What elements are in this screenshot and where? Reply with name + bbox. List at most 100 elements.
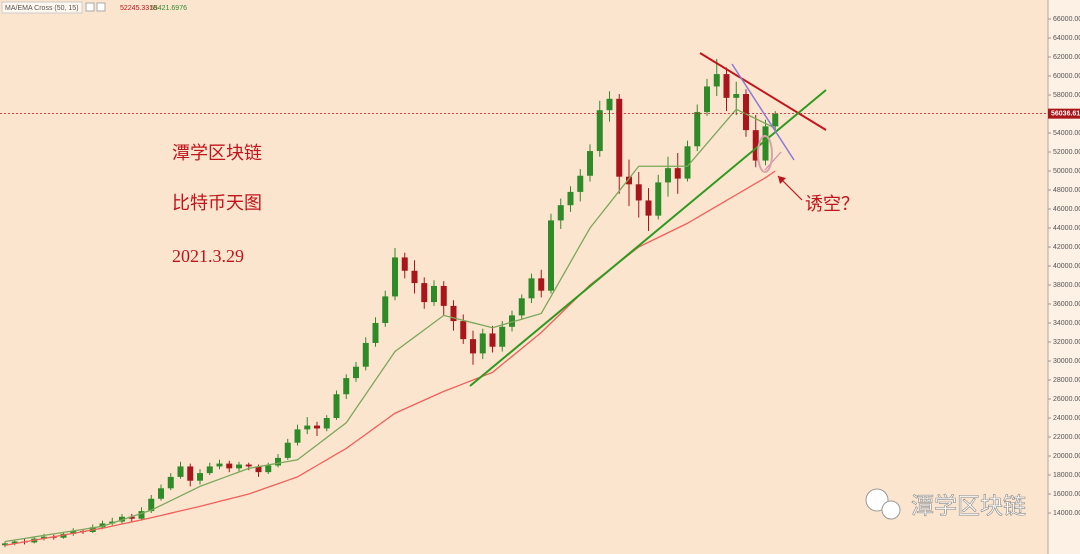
- candle-body: [577, 175, 584, 192]
- candle-body: [479, 333, 486, 354]
- candle-body: [733, 94, 740, 98]
- candle-body: [304, 425, 311, 430]
- y-tick-label: 64000.00: [1053, 35, 1080, 42]
- y-tick-label: 58000.00: [1053, 92, 1080, 99]
- indicator-line: [4, 170, 776, 546]
- indicator-value: 52245.3318: [120, 5, 157, 12]
- y-tick-label: 52000.00: [1053, 149, 1080, 156]
- candle-body: [401, 257, 408, 271]
- highlight: [757, 135, 773, 173]
- trend-line: [469, 89, 827, 387]
- candle-body: [587, 151, 593, 176]
- candle-body: [197, 473, 203, 481]
- candle-body: [674, 168, 681, 179]
- candle-body: [557, 205, 564, 221]
- indicator-line: [4, 108, 776, 543]
- candle-body: [431, 285, 437, 303]
- candle-body: [255, 466, 262, 473]
- note: 2021.3.29: [172, 246, 244, 266]
- candle-body: [421, 283, 428, 303]
- arrow-head: [778, 176, 786, 184]
- candle-body: [645, 200, 652, 216]
- candle-body: [489, 333, 496, 347]
- y-tick-label: 54000.00: [1053, 130, 1080, 137]
- candle-body: [635, 184, 642, 201]
- candle-body: [226, 463, 233, 469]
- trend-line: [731, 63, 795, 161]
- candle-body: [655, 182, 662, 216]
- candle-body: [158, 488, 164, 499]
- y-tick-label: 32000.00: [1053, 339, 1080, 346]
- candle-body: [713, 74, 720, 87]
- price-axis: [1048, 0, 1080, 554]
- icon[interactable]: [85, 2, 95, 12]
- candle-body: [265, 465, 272, 473]
- candle-body: [148, 498, 155, 512]
- y-tick-label: 62000.00: [1053, 54, 1080, 61]
- candle-body: [323, 418, 330, 429]
- candle-body: [616, 98, 623, 177]
- candle-body: [382, 296, 389, 323]
- candle-body: [723, 74, 730, 98]
- candle-body: [284, 442, 291, 458]
- candle-body: [60, 533, 67, 538]
- candle-body: [606, 98, 613, 111]
- candle-body: [440, 285, 447, 306]
- y-tick-label: 48000.00: [1053, 187, 1080, 194]
- candle-body: [499, 326, 506, 347]
- candle-body: [567, 191, 574, 206]
- watermark: 潭学区块链: [911, 494, 1026, 520]
- candle-body: [694, 112, 701, 147]
- candle-body: [11, 541, 18, 544]
- y-tick-label: 26000.00: [1053, 396, 1080, 403]
- y-tick-label: 38000.00: [1053, 282, 1080, 289]
- y-tick-label: 28000.00: [1053, 377, 1080, 384]
- y-tick-label: 36000.00: [1053, 301, 1080, 308]
- candle-body: [704, 86, 710, 113]
- candle-body: [684, 146, 691, 179]
- last-price-box: [1048, 108, 1080, 119]
- y-tick-label: 34000.00: [1053, 320, 1080, 327]
- callout: 诱空？: [805, 194, 859, 214]
- candle-body: [2, 543, 8, 546]
- candle-body: [626, 176, 632, 185]
- candle-body: [450, 305, 457, 322]
- candle-body: [99, 523, 106, 528]
- y-tick-label: 16000.00: [1053, 491, 1080, 498]
- candle-body: [314, 425, 320, 429]
- watermark-icon: [865, 488, 901, 520]
- candle-body: [596, 110, 603, 152]
- candle-body: [548, 220, 554, 291]
- candle-body: [743, 94, 749, 131]
- candle-body: [206, 466, 213, 474]
- candle-body: [392, 257, 398, 297]
- y-tick-label: 20000.00: [1053, 453, 1080, 460]
- indicator-label: MA/EMA Cross (50, 15): [5, 5, 79, 12]
- y-tick-label: 66000.00: [1053, 16, 1080, 23]
- candle-body: [362, 342, 369, 367]
- indicator-box: [1, 1, 83, 14]
- last-price-label: 56036.61: [1051, 110, 1080, 117]
- candle-body: [187, 466, 194, 481]
- candle-body: [509, 315, 515, 327]
- marks: 14000.00 16000.00 18000.00 20000.00 22000.00…: [0, 16, 1080, 548]
- candle-body: [528, 278, 535, 299]
- candle-body: [138, 511, 145, 519]
- candle-body: [70, 531, 77, 534]
- candle-body: [294, 429, 301, 443]
- plot-background: [0, 0, 1048, 554]
- candle-body: [518, 298, 525, 316]
- y-tick-label: 60000.00: [1053, 73, 1080, 80]
- candle-body: [460, 321, 467, 340]
- note: 比特币天图: [172, 193, 262, 213]
- indicator-value: 55421.6976: [150, 5, 187, 12]
- y-tick-label: 42000.00: [1053, 244, 1080, 251]
- candle-body: [236, 464, 242, 469]
- candle-body: [772, 113, 779, 127]
- icon[interactable]: [96, 2, 106, 12]
- candle-body: [167, 476, 174, 489]
- candle-body: [128, 516, 135, 519]
- y-tick-label: 24000.00: [1053, 415, 1080, 422]
- y-tick-label: 46000.00: [1053, 206, 1080, 213]
